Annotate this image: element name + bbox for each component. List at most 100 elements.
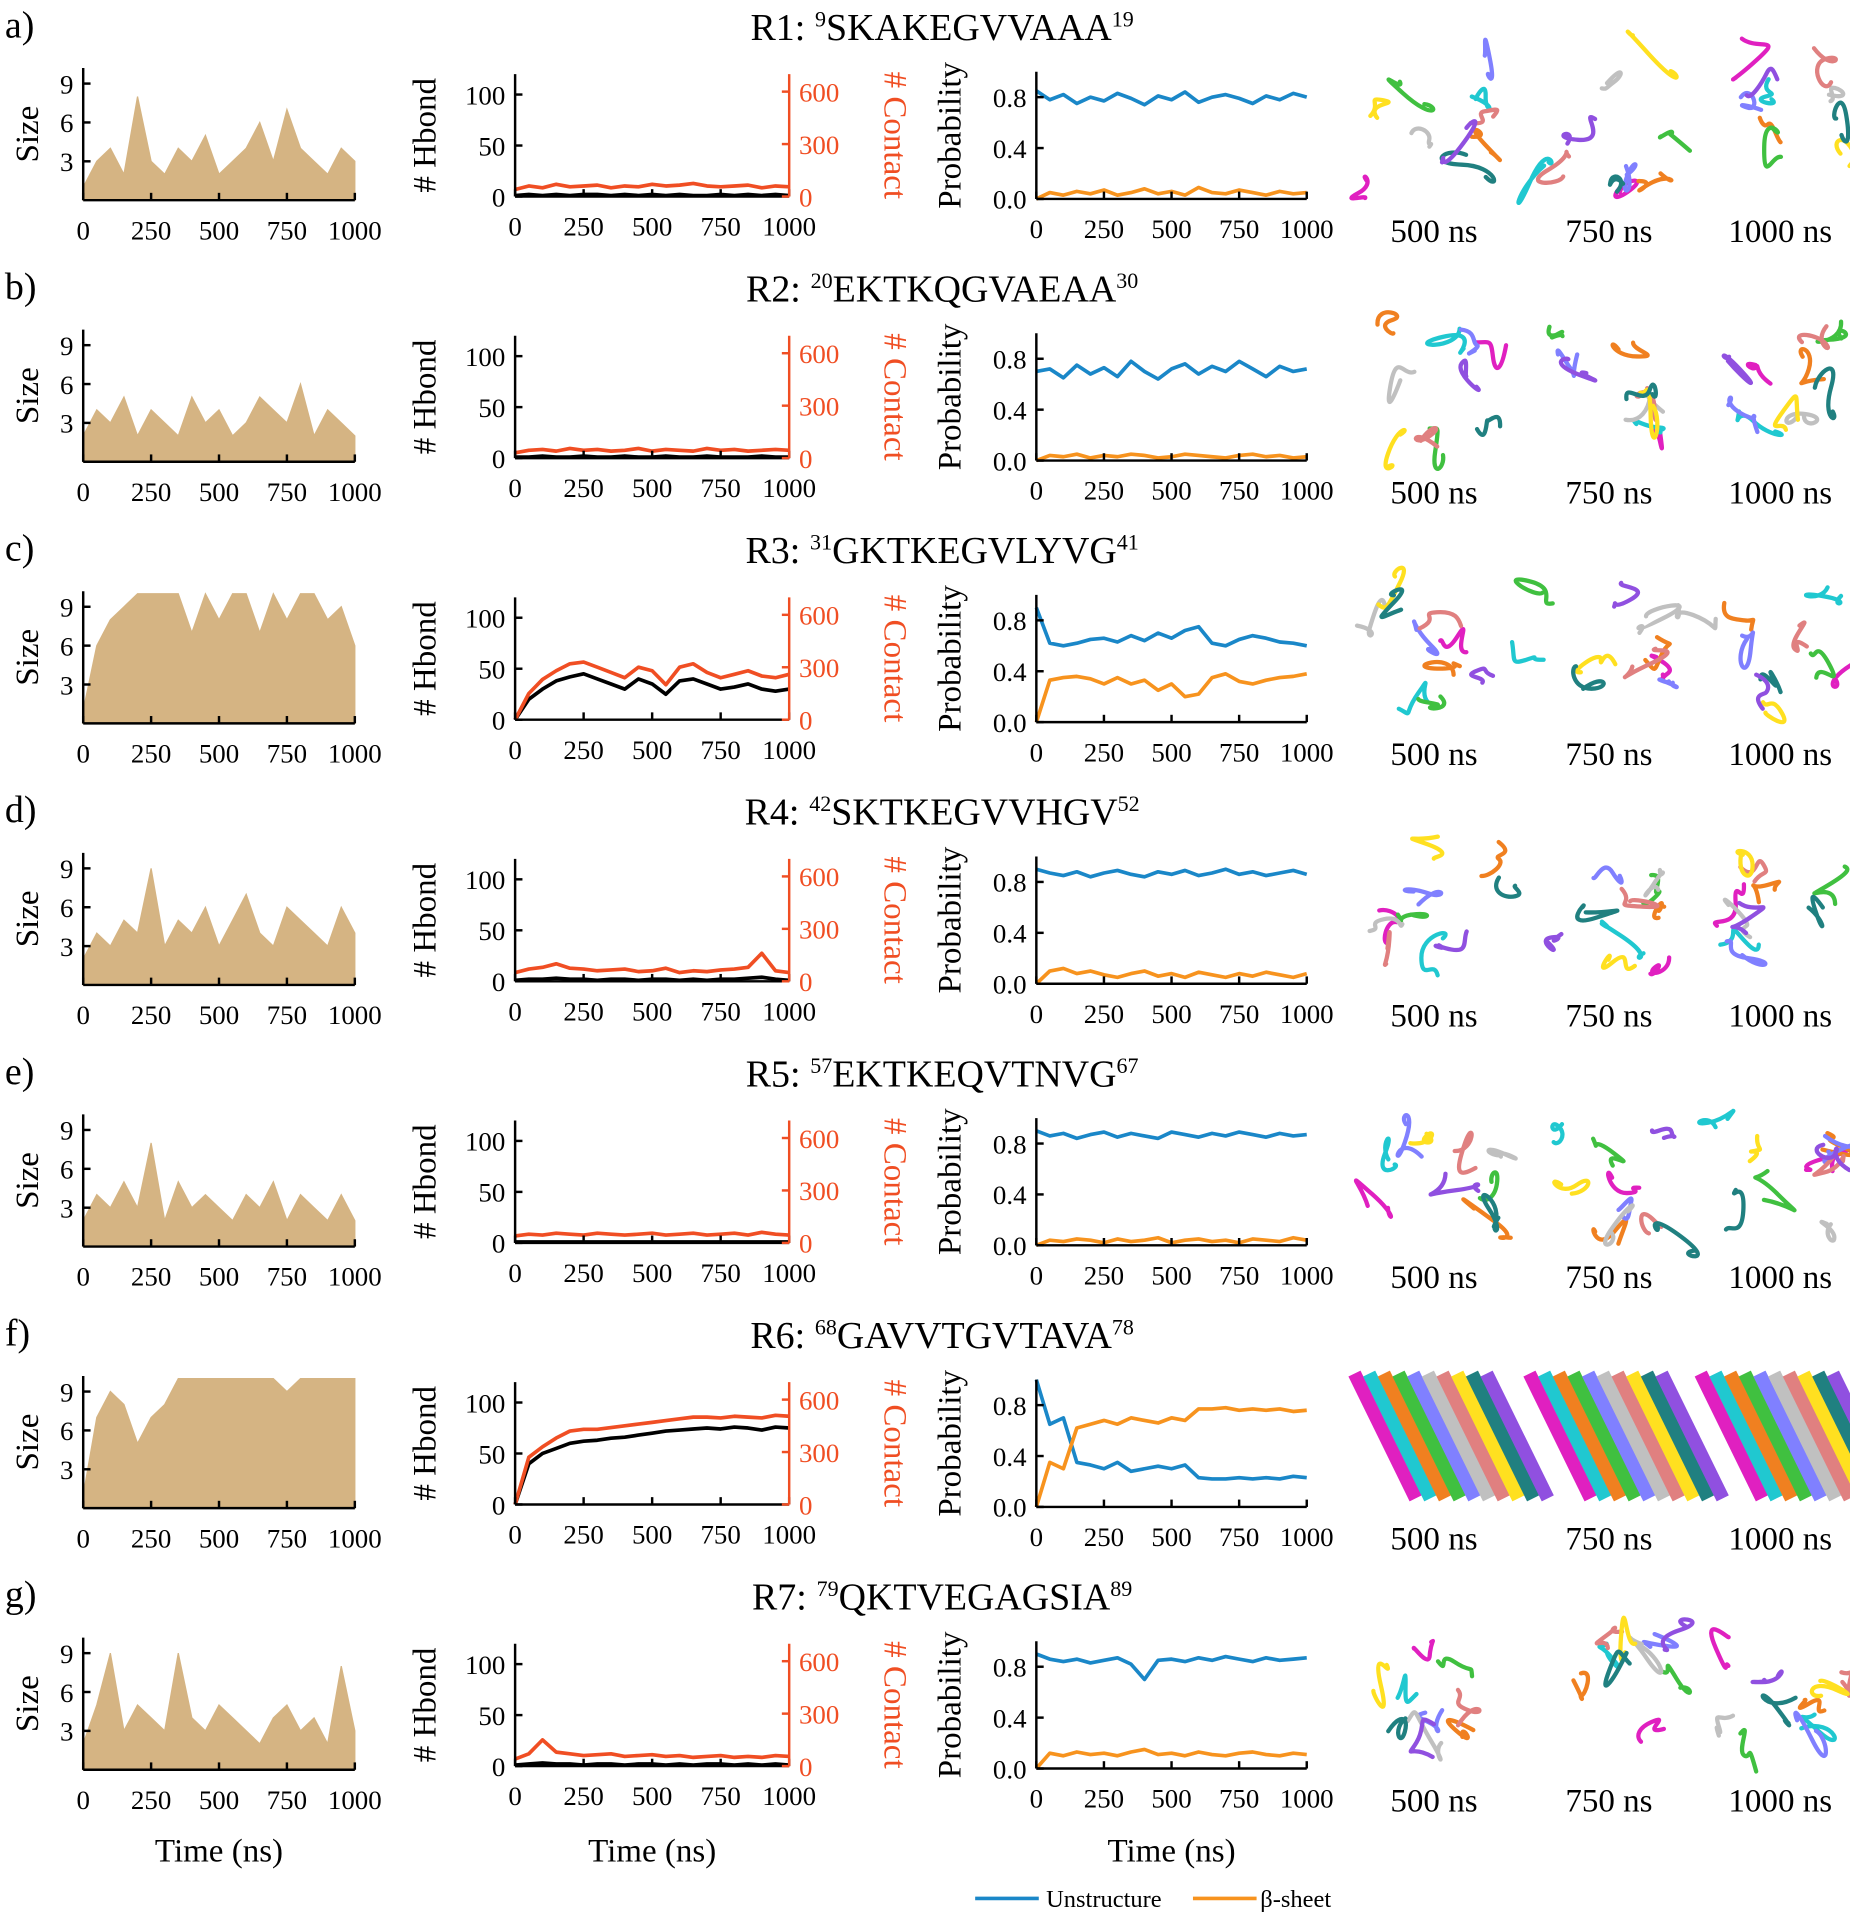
x-tick-label: 0 (76, 477, 89, 507)
snapshot (1509, 577, 1682, 691)
ribbon (1480, 1370, 1554, 1502)
peptide (1413, 426, 1440, 449)
y2-axis-label: # Contact (877, 72, 913, 199)
peptide (1723, 1187, 1746, 1232)
y-tick-label: 9 (60, 69, 73, 99)
x-tick-label: 500 (199, 1262, 239, 1292)
y-tick-label: 9 (60, 331, 73, 361)
snapshot (1709, 1627, 1850, 1774)
panel-label: a) (5, 4, 34, 46)
peptide (1750, 1669, 1784, 1685)
y-axis-label: Size (10, 629, 46, 686)
peptide (1751, 879, 1782, 905)
peptide (1762, 125, 1784, 169)
title-end: 30 (1116, 268, 1138, 293)
y-axis-label: Probability (932, 846, 968, 993)
x-tick-label: 1000 (762, 1520, 816, 1550)
line (514, 1230, 790, 1238)
peptide (1797, 324, 1830, 351)
snapshot (1543, 865, 1672, 977)
x-tick-label: 250 (131, 739, 171, 769)
peptide (1659, 1663, 1693, 1695)
peptide (1469, 666, 1496, 685)
snapshot (1571, 1615, 1695, 1744)
y-tick-label: 50 (478, 1178, 505, 1208)
peptide (1428, 1171, 1481, 1197)
area (82, 1377, 356, 1509)
line (1034, 606, 1308, 648)
panel-label: b) (5, 266, 37, 308)
y-tick-label: 0.4 (993, 1442, 1027, 1472)
x-tick-label: 1000 (328, 739, 382, 769)
x-tick-label: 0 (508, 473, 521, 503)
peptide (1747, 1133, 1763, 1164)
x-tick-label: 250 (563, 1520, 603, 1550)
x-tick-label: 0 (76, 1785, 89, 1815)
legend-label: Unstructure (1046, 1886, 1162, 1913)
x-tick-label: 0 (508, 212, 521, 242)
y2-axis-label: # Contact (877, 1380, 913, 1507)
line (1035, 89, 1308, 107)
x-axis-label: Time (ns) (588, 1834, 716, 1870)
panel-title: R6: 68GAVVTGVTAVA78 (750, 1314, 1134, 1356)
x-tick-label: 1000 (762, 473, 816, 503)
snapshot-label: 1000 ns (1728, 475, 1832, 511)
y-tick-label: 6 (60, 631, 73, 661)
y-tick-label: 3 (60, 147, 73, 177)
title-end: 41 (1117, 530, 1139, 555)
peptide (1396, 680, 1431, 716)
panel-title: R1: 9SKAKEGVVAAA19 (750, 6, 1133, 48)
title-start: 68 (815, 1314, 837, 1339)
peptide (1410, 834, 1445, 861)
peptide (1758, 77, 1776, 106)
y-tick-label: 0.4 (993, 395, 1027, 425)
peptide (1546, 324, 1565, 340)
peptide (1738, 1728, 1759, 1774)
panel-label: f) (5, 1312, 30, 1354)
y-tick-label: 0.0 (993, 1754, 1027, 1784)
y-axis-label: # Hbond (408, 78, 444, 193)
y-tick-label: 6 (60, 1155, 73, 1185)
snapshot (1712, 848, 1850, 967)
peptide (1745, 361, 1773, 386)
y-tick-label: 0.0 (993, 1231, 1027, 1261)
y-axis-label: Probability (932, 1369, 968, 1516)
x-tick-label: 500 (1151, 1784, 1191, 1814)
line (1034, 671, 1308, 723)
y2-tick-label: 300 (799, 1176, 839, 1206)
x-tick-label: 500 (199, 1785, 239, 1815)
y-tick-label: 100 (465, 865, 505, 895)
x-tick-label: 750 (700, 1520, 740, 1550)
x-tick-label: 750 (700, 996, 740, 1026)
peptide (1714, 1713, 1736, 1738)
peptide (1812, 366, 1837, 421)
peptide (1439, 150, 1497, 184)
peptide (1619, 886, 1660, 910)
x-tick-label: 500 (632, 1258, 672, 1288)
ribbon (1392, 1370, 1466, 1502)
x-tick-label: 1000 (328, 1000, 382, 1030)
x-tick-label: 0 (76, 1523, 89, 1553)
peptide (1606, 1170, 1642, 1196)
x-tick-label: 250 (1084, 999, 1124, 1029)
peptide (1536, 149, 1572, 185)
x-tick-label: 250 (1084, 476, 1124, 506)
x-tick-label: 500 (1151, 999, 1191, 1029)
peptide (1383, 427, 1407, 471)
peptide (1616, 1196, 1634, 1221)
ribbon (1436, 1370, 1510, 1502)
snapshot (1353, 1112, 1518, 1240)
panel-title: R5: 57EKTKEQVTNVG67 (746, 1053, 1139, 1095)
y-tick-label: 3 (60, 670, 73, 700)
peptide (1636, 1717, 1666, 1744)
x-tick-label: 0 (1030, 999, 1043, 1029)
peptide (1622, 646, 1670, 680)
x-tick-label: 250 (563, 212, 603, 242)
y-axis-label: # Hbond (408, 1647, 444, 1762)
x-tick-label: 250 (1084, 737, 1124, 767)
x-tick-label: 0 (76, 739, 89, 769)
snapshot-label: 1000 ns (1728, 999, 1832, 1035)
ribbon (1694, 1370, 1768, 1502)
ribbon (1377, 1370, 1452, 1502)
snapshot-label: 500 ns (1390, 737, 1477, 773)
